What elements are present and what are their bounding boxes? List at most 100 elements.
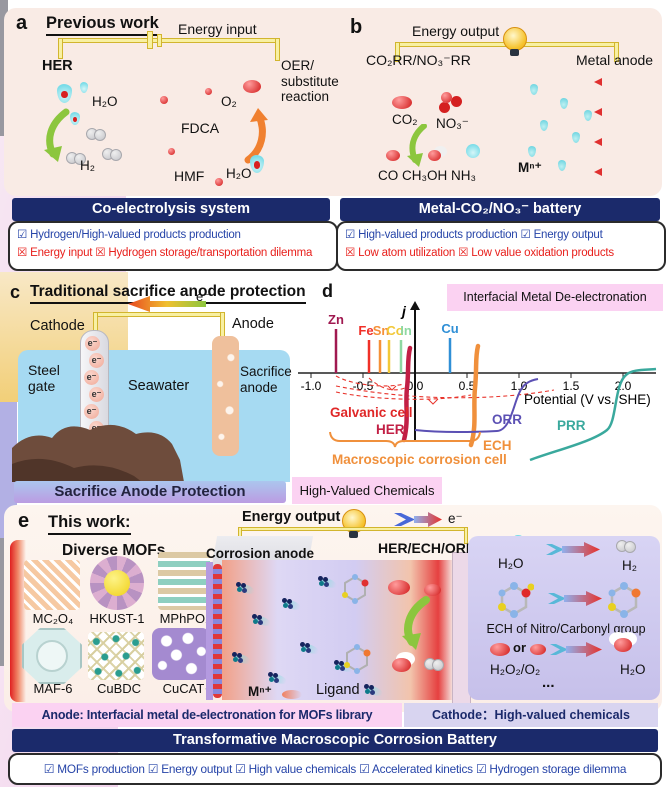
ion-droplet-icon: [528, 146, 536, 157]
electron-icon: e⁻: [84, 370, 99, 385]
h2-molecule-icon: [616, 540, 636, 553]
products-panel: [468, 536, 660, 700]
ligand-icon: [268, 672, 288, 686]
anode-strip: [206, 562, 213, 700]
red-molecule-icon: [424, 584, 441, 596]
dissolution-arrow-icon: [594, 138, 602, 146]
anode-bead-column: [213, 564, 222, 698]
mof-cucat-structure: [152, 628, 210, 680]
water-droplet-icon: [70, 112, 80, 125]
corrosion-anode-label: Corrosion anode: [206, 546, 315, 561]
sacrifice-anode-label: Sacrifice anode: [240, 364, 292, 395]
maf6-cavity: [36, 640, 68, 672]
co-molecule-icon: [386, 150, 400, 161]
her-label: HER: [376, 422, 405, 437]
molecule-dot: [168, 148, 175, 155]
electron-icon: e⁻: [85, 336, 100, 351]
galvanic-cell-label: Galvanic cell: [330, 405, 413, 420]
battery-symbol: [147, 31, 153, 49]
dash-notch: [427, 398, 439, 405]
ligand-icon: [364, 684, 384, 698]
macroscopic-cell-label: Macroscopic corrosion cell: [332, 452, 507, 467]
x-tick: 1.5: [563, 379, 580, 393]
mof-label-maf6: MAF-6: [33, 681, 73, 696]
electron-flow-arrow: [128, 296, 206, 312]
co2rr-label: CO₂RR/NO₃⁻RR: [366, 52, 471, 68]
bottom-checklist: ☑ MOFs production ☑ Energy output ☑ High…: [43, 762, 627, 776]
de-electronation-chart: j -1.0 -0.5 0.0 0.5 1.0 1.5 2.0 Potentia…: [298, 301, 657, 467]
wire-e-right-drop: [464, 527, 468, 544]
light-bulb-icon: [503, 27, 527, 56]
metal-ion-legend-label: Mⁿ⁺: [248, 684, 272, 699]
summary-b-pros: ☑ High-valued products production ☑ Ener…: [345, 229, 603, 241]
summary-a-header: Co-electrolysis system: [12, 198, 330, 221]
h2-molecule-icon: [66, 152, 86, 165]
h2-molecule-icon: [424, 658, 444, 671]
r1-product-label: H₂: [622, 558, 637, 573]
x-tick: -1.0: [301, 379, 322, 393]
panel-d-label: d: [322, 281, 333, 301]
corrosion-cell-brace: [329, 431, 481, 448]
bottom-header: Transformative Macroscopic Corrosion Bat…: [12, 729, 658, 752]
summary-a-box: ☑ Hydrogen/High-valued products producti…: [8, 221, 338, 271]
panel-b-label: b: [350, 16, 363, 38]
energy-input-label: Energy input: [178, 21, 257, 37]
panel-e-title: This work:: [48, 513, 131, 535]
ion-droplet-icon: [584, 110, 592, 121]
orr-curve: [414, 378, 539, 433]
mof-label-cubdc: CuBDC: [96, 681, 142, 696]
dissolution-arrow-icon: [594, 168, 602, 176]
summary-b-box: ☑ High-valued products production ☑ Ener…: [336, 221, 666, 271]
cathode-summary-banner: Cathode：High-valued chemicals: [404, 703, 658, 727]
panel-a-label: a: [16, 12, 28, 34]
no3-label: NO₃⁻: [436, 116, 469, 131]
x-tick: -0.5: [353, 379, 374, 393]
ion-droplet-icon: [572, 132, 580, 143]
panel-c-label: c: [10, 282, 21, 302]
summary-a-cons: ☒ Energy input ☒ Hydrogen storage/transp…: [17, 246, 313, 259]
electron-transfer-arrow: [394, 512, 442, 527]
water-molecule-icon: [392, 658, 411, 672]
molecule-dot: [215, 178, 223, 186]
y-axis-arrowhead: [410, 301, 420, 310]
anode-label-c: Anode: [232, 316, 274, 332]
water-droplet-icon: [57, 84, 72, 103]
summary-b-cons: ☒ Low atom utilization ☒ Low value oxida…: [345, 246, 614, 259]
orr-label: ORR: [492, 412, 522, 427]
ech-curve: [468, 343, 481, 448]
h2o2-molecule-icon: [490, 643, 510, 656]
ligand-icon: [282, 598, 302, 612]
x-tick: 0.0: [407, 379, 424, 393]
electron-label-e: e⁻: [448, 511, 463, 526]
cathode-label-c: Cathode: [30, 318, 85, 334]
dissolution-arrow-icon: [594, 108, 602, 116]
metal-anode-label: Metal anode: [576, 52, 654, 68]
cubdc-nodes: [88, 632, 144, 680]
h2-molecule-icon: [86, 128, 106, 141]
mof-label-mc2o4: MC₂O₄: [32, 611, 74, 626]
anode-summary-banner: Anode: Interfacial metal de-electronatio…: [12, 703, 402, 727]
sacrifice-banner: Sacrifice Anode Protection: [14, 481, 286, 503]
x-tick: 1.0: [511, 379, 528, 393]
her-curve: [401, 345, 413, 443]
sacrifice-anode-bar: [212, 336, 239, 456]
interfacial-highlight: Interfacial Metal De-electronation: [447, 284, 663, 311]
energy-output-label-b: Energy output: [412, 23, 500, 39]
r1-reactant-label: H₂O: [498, 556, 524, 571]
dissolution-arrow-icon: [594, 78, 602, 86]
metal-ion-label-b: Mⁿ⁺: [518, 160, 542, 175]
electron-icon: e⁻: [89, 387, 104, 402]
steel-gate-label: Steel gate: [28, 362, 60, 395]
benzene-molecule-icon: [344, 644, 371, 674]
ligand-icon: [232, 652, 252, 666]
reaction-arrow-2: [548, 591, 602, 606]
battery-symbol-2: [157, 34, 162, 47]
x-tick: 0.5: [459, 379, 476, 393]
nitro-molecule-icon: [498, 582, 534, 618]
h2-molecule-icon: [102, 148, 122, 161]
wire-a-right-drop: [275, 38, 280, 61]
amine-molecule-icon: [608, 582, 641, 618]
x-axis-label: Potential (V vs. SHE): [524, 392, 651, 407]
molecule-dot: [205, 88, 212, 95]
